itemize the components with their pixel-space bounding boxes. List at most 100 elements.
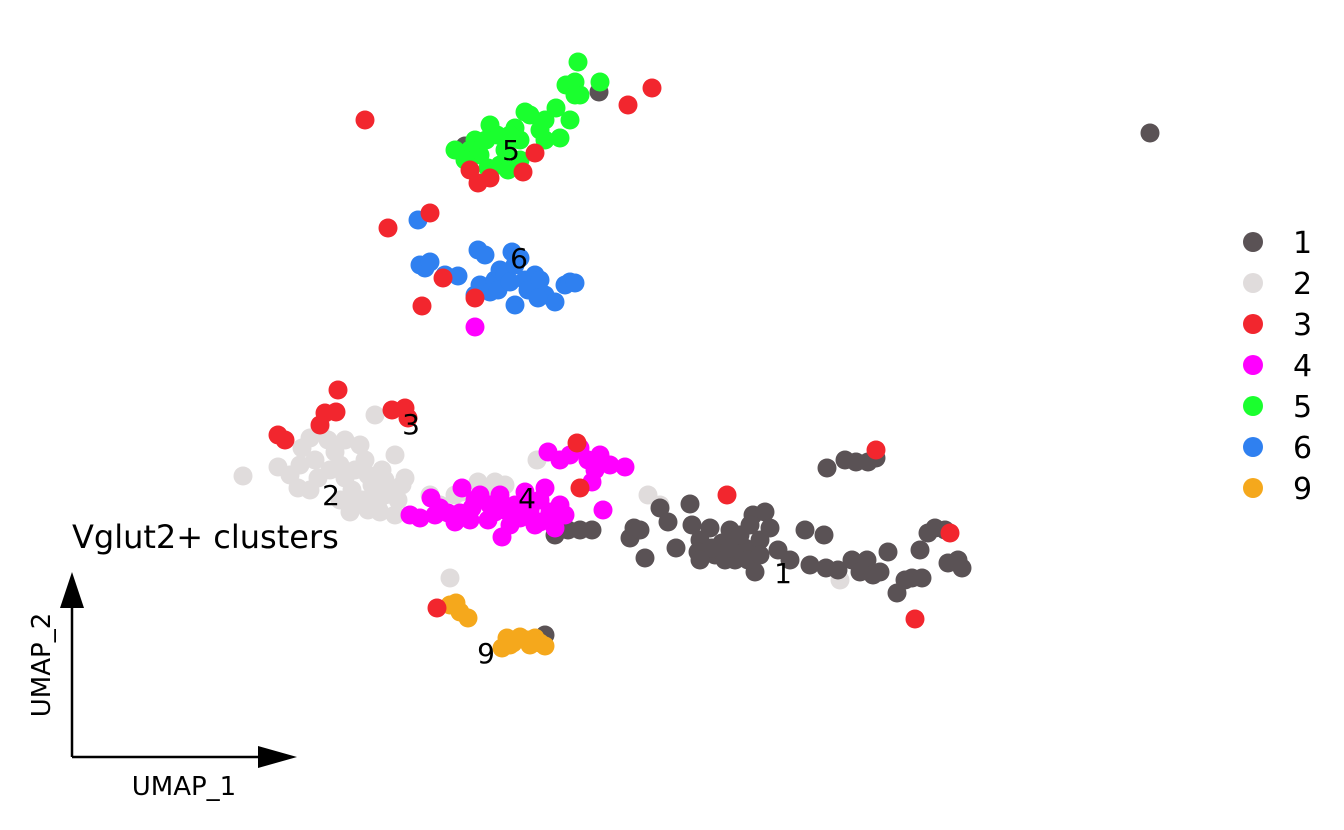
point-cluster-3 (570, 478, 590, 498)
point-cluster-2 (233, 466, 253, 486)
point-cluster-9 (500, 635, 520, 655)
point-cluster-1 (910, 540, 930, 560)
point-cluster-2 (350, 435, 370, 455)
point-cluster-2 (385, 445, 405, 465)
point-cluster-6 (420, 252, 440, 272)
point-cluster-2 (352, 490, 372, 510)
point-cluster-5 (546, 98, 566, 118)
point-cluster-3 (642, 78, 662, 98)
point-cluster-2 (440, 568, 460, 588)
point-cluster-3 (275, 430, 295, 450)
point-cluster-5 (565, 85, 585, 105)
point-cluster-3 (433, 268, 453, 288)
point-cluster-3 (717, 485, 737, 505)
point-cluster-1 (870, 562, 890, 582)
point-cluster-3 (866, 440, 886, 460)
legend-label-5: 5 (1293, 390, 1312, 425)
point-cluster-5 (495, 140, 515, 160)
point-cluster-4 (615, 457, 635, 477)
legend-swatch-5 (1243, 396, 1263, 416)
point-cluster-3 (905, 609, 925, 629)
point-cluster-1 (690, 550, 710, 570)
point-cluster-2 (365, 405, 385, 425)
point-cluster-5 (535, 130, 555, 150)
point-cluster-1 (755, 502, 775, 522)
point-cluster-3 (480, 168, 500, 188)
point-cluster-6 (510, 248, 530, 268)
points-layer (233, 52, 1160, 658)
point-cluster-9 (535, 636, 555, 656)
point-cluster-5 (480, 115, 500, 135)
point-cluster-1 (630, 520, 650, 540)
point-cluster-4 (525, 515, 545, 535)
point-cluster-9 (458, 608, 478, 628)
point-cluster-4 (515, 482, 535, 502)
point-cluster-6 (500, 272, 520, 292)
legend-label-3: 3 (1293, 308, 1312, 343)
point-cluster-1 (795, 520, 815, 540)
legend-label-1: 1 (1293, 226, 1312, 261)
point-cluster-5 (560, 110, 580, 130)
point-cluster-1 (650, 498, 670, 518)
cluster-label-3: 3 (402, 408, 420, 441)
y-axis-arrowhead (60, 572, 84, 608)
point-cluster-5 (515, 102, 535, 122)
point-cluster-5 (568, 52, 588, 72)
point-cluster-3 (940, 523, 960, 543)
point-cluster-4 (410, 508, 430, 528)
legend-swatch-1 (1243, 232, 1263, 252)
point-cluster-1 (750, 545, 770, 565)
point-cluster-2 (395, 468, 415, 488)
point-cluster-4 (600, 455, 620, 475)
legend-swatch-4 (1243, 355, 1263, 375)
plot-title: Vglut2+ clusters (72, 518, 339, 556)
point-cluster-2 (290, 455, 310, 475)
y-axis-label: UMAP_2 (27, 613, 57, 717)
point-cluster-3 (525, 143, 545, 163)
cluster-label-4: 4 (518, 482, 536, 515)
legend-swatch-2 (1243, 273, 1263, 293)
point-cluster-6 (528, 288, 548, 308)
point-cluster-3 (412, 296, 432, 316)
point-cluster-1 (817, 458, 837, 478)
point-cluster-6 (530, 270, 550, 290)
point-cluster-1 (857, 550, 877, 570)
point-cluster-6 (448, 266, 468, 286)
point-cluster-2 (375, 485, 395, 505)
point-cluster-6 (545, 292, 565, 312)
point-cluster-4 (465, 317, 485, 337)
legend-label-6: 6 (1293, 431, 1312, 466)
point-cluster-4 (480, 495, 500, 515)
point-cluster-3 (460, 160, 480, 180)
point-cluster-6 (565, 273, 585, 293)
cluster-labels-layer: 5 6 3 2 4 1 9 (322, 134, 792, 670)
point-cluster-4 (535, 478, 555, 498)
point-cluster-3 (465, 288, 485, 308)
point-cluster-1 (635, 548, 655, 568)
point-cluster-4 (452, 478, 472, 498)
point-cluster-4 (545, 518, 565, 538)
point-cluster-3 (355, 110, 375, 130)
point-cluster-1 (952, 558, 972, 578)
point-cluster-1 (800, 555, 820, 575)
point-cluster-1 (666, 538, 686, 558)
axis-arrows (60, 572, 297, 768)
point-cluster-1 (680, 494, 700, 514)
point-cluster-1 (582, 520, 602, 540)
point-cluster-4 (593, 500, 613, 520)
point-cluster-1 (740, 515, 760, 535)
cluster-label-9: 9 (477, 637, 495, 670)
legend: 1 2 3 4 5 6 9 (1243, 226, 1312, 507)
point-cluster-4 (430, 498, 450, 518)
cluster-label-1: 1 (774, 557, 792, 590)
point-cluster-1 (814, 525, 834, 545)
point-cluster-5 (500, 125, 520, 145)
point-cluster-9 (520, 635, 540, 655)
point-cluster-1 (760, 518, 780, 538)
point-cluster-2 (385, 505, 405, 525)
legend-swatch-9 (1243, 478, 1263, 498)
point-cluster-4 (460, 510, 480, 530)
x-axis-label: UMAP_1 (132, 772, 236, 802)
point-cluster-3 (420, 203, 440, 223)
